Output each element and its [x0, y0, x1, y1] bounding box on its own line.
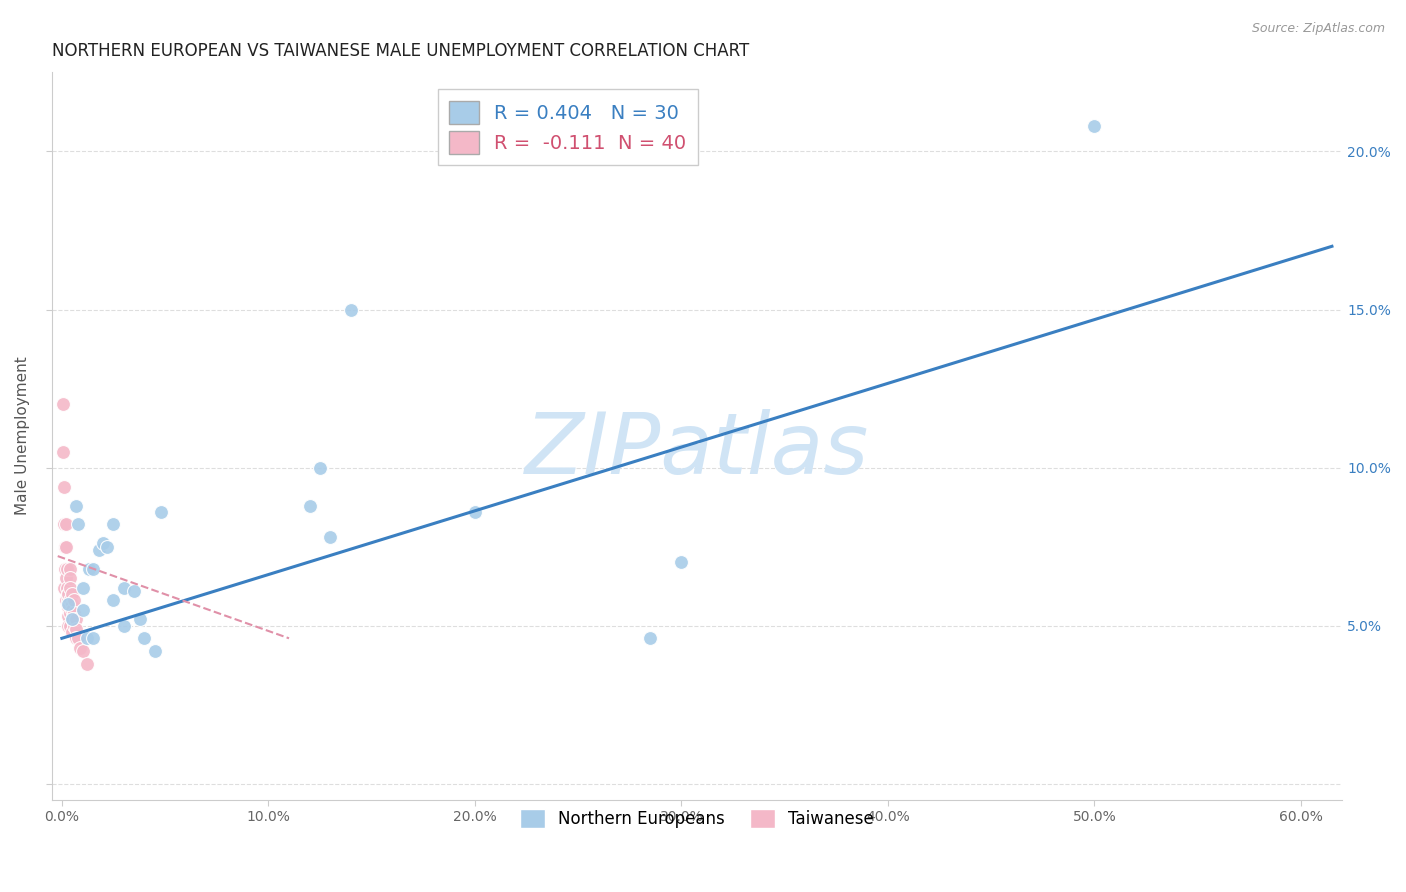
Y-axis label: Male Unemployment: Male Unemployment	[15, 357, 30, 516]
Point	[59, 606, 82, 620]
Point	[56, 587, 79, 601]
Point	[56, 599, 79, 614]
Point	[65, 632, 87, 646]
Point	[55, 540, 77, 554]
Point	[67, 632, 90, 646]
Point	[60, 612, 83, 626]
Point	[56, 587, 79, 601]
Point	[60, 624, 83, 639]
Text: Source: ZipAtlas.com: Source: ZipAtlas.com	[1251, 22, 1385, 36]
Point	[76, 632, 98, 646]
Point	[60, 603, 83, 617]
Point	[59, 593, 82, 607]
Point	[56, 609, 79, 624]
Text: NORTHERN EUROPEAN VS TAIWANESE MALE UNEMPLOYMENT CORRELATION CHART: NORTHERN EUROPEAN VS TAIWANESE MALE UNEM…	[52, 42, 749, 60]
Point	[143, 644, 166, 658]
Point	[52, 517, 75, 532]
Point	[55, 517, 77, 532]
Point	[59, 581, 82, 595]
Text: ZIPatlas: ZIPatlas	[524, 409, 869, 492]
Point	[91, 536, 114, 550]
Point	[56, 618, 79, 632]
Point	[309, 460, 332, 475]
Point	[671, 556, 693, 570]
Point	[129, 612, 152, 626]
Point	[77, 562, 100, 576]
Point	[1083, 119, 1105, 133]
Point	[65, 499, 87, 513]
Point	[87, 542, 110, 557]
Point	[59, 562, 82, 576]
Point	[52, 479, 75, 493]
Point	[63, 593, 86, 607]
Point	[72, 581, 94, 595]
Point	[56, 581, 79, 595]
Legend: Northern Europeans, Taiwanese: Northern Europeans, Taiwanese	[513, 802, 880, 835]
Point	[82, 632, 104, 646]
Point	[52, 397, 75, 411]
Point	[134, 632, 156, 646]
Point	[52, 581, 75, 595]
Point	[640, 632, 662, 646]
Point	[60, 597, 83, 611]
Point	[63, 618, 86, 632]
Point	[82, 562, 104, 576]
Point	[72, 644, 94, 658]
Point	[59, 618, 82, 632]
Point	[53, 562, 76, 576]
Point	[56, 593, 79, 607]
Point	[60, 612, 83, 626]
Point	[149, 505, 172, 519]
Point	[96, 540, 118, 554]
Point	[69, 640, 91, 655]
Point	[65, 612, 87, 626]
Point	[63, 606, 86, 620]
Point	[112, 581, 135, 595]
Point	[103, 517, 125, 532]
Point	[122, 583, 145, 598]
Point	[52, 444, 75, 458]
Point	[319, 530, 342, 544]
Point	[60, 587, 83, 601]
Point	[55, 593, 77, 607]
Point	[72, 603, 94, 617]
Point	[56, 562, 79, 576]
Point	[464, 505, 486, 519]
Point	[112, 618, 135, 632]
Point	[65, 622, 87, 636]
Point	[340, 302, 363, 317]
Point	[59, 571, 82, 585]
Point	[298, 499, 321, 513]
Point	[103, 593, 125, 607]
Point	[67, 517, 90, 532]
Point	[56, 597, 79, 611]
Point	[55, 571, 77, 585]
Point	[76, 657, 98, 671]
Point	[53, 540, 76, 554]
